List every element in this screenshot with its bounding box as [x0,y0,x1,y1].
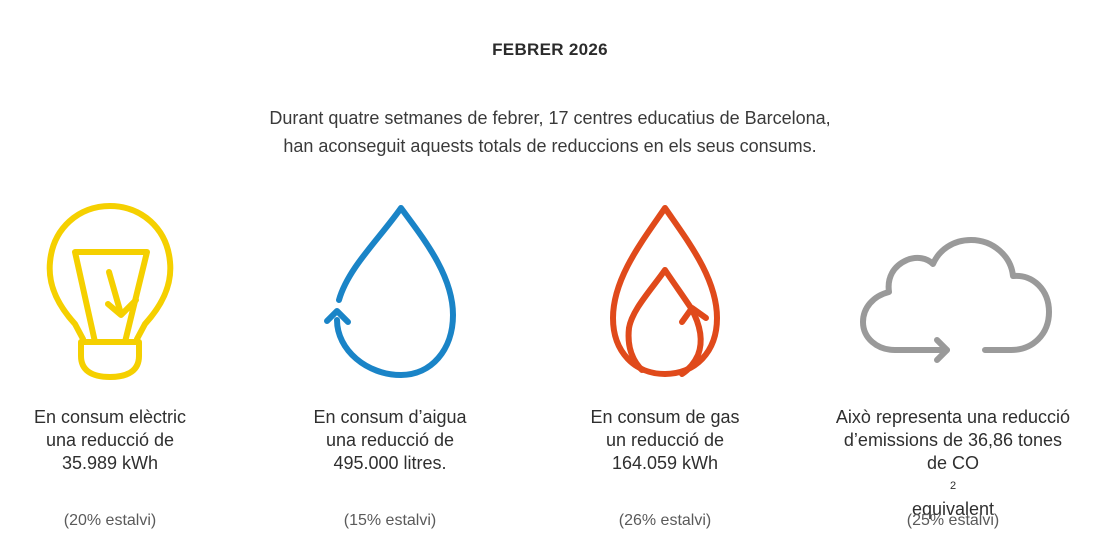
cloud-icon [860,237,1052,363]
emissions-line-1: Això representa una reducció [835,407,1071,427]
intro-text: Durant quatre setmanes de febrer, 17 cen… [0,104,1100,160]
lightbulb-icon [46,203,174,380]
emissions-line-2: d’emissions de 36,86 tones [843,430,1063,450]
water-line-2: una reducció de [325,430,455,450]
gas-line-3: 164.059 kWh [611,453,719,473]
gas-line-2: un reducció de [605,430,725,450]
water-item: En consum d’aigua una reducció de 495.00… [250,200,530,530]
gas-saving: (26% estalvi) [618,512,712,529]
emissions-item: Això representa una reducció d’emissions… [813,200,1093,530]
emissions-line-3-pre: de CO [926,453,980,473]
electric-item: En consum elèctric una reducció de 35.98… [0,200,250,530]
water-drop-icon [324,205,456,378]
electric-line-3: 35.989 kWh [61,453,159,473]
intro-line-1: Durant quatre setmanes de febrer, 17 cen… [269,108,831,128]
emissions-description: Això representa una reducció d’emissions… [813,406,1093,519]
emissions-line-3: de CO 2 equivalent [813,452,1093,521]
flame-icon [610,205,720,377]
electric-description: En consum elèctric una reducció de 35.98… [0,406,250,478]
electric-line-2: una reducció de [45,430,175,450]
gas-item: En consum de gas un reducció de 164.059 … [525,200,805,530]
electric-saving: (20% estalvi) [63,512,157,529]
emissions-line-3-post: equivalent [911,499,995,519]
water-line-1: En consum d’aigua [313,407,467,427]
water-line-3: 495.000 litres. [333,453,447,473]
electric-line-1: En consum elèctric [33,407,187,427]
gas-line-1: En consum de gas [590,407,740,427]
gas-description: En consum de gas un reducció de 164.059 … [525,406,805,478]
water-description: En consum d’aigua una reducció de 495.00… [250,406,530,478]
emissions-subscript: 2 [949,480,957,492]
intro-line-2: han aconseguit aquests totals de reducci… [283,136,817,156]
water-saving: (15% estalvi) [343,512,437,529]
page-title: FEBRER 2026 [492,40,608,59]
emissions-saving: (25% estalvi) [906,512,1000,529]
